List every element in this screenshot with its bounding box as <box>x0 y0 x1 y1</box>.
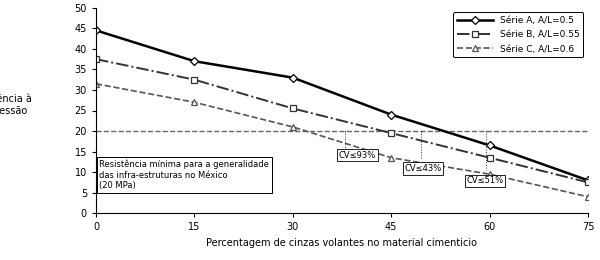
Série C, A/L=0.6 <box>584 195 592 198</box>
Série B, A/L=0.55 <box>584 181 592 184</box>
Série A, A/L=0.5 <box>191 60 198 63</box>
Text: CV≤43%: CV≤43% <box>404 164 442 173</box>
Text: Resistência mínima para a generalidade
das infra-estruturas no México
(20 MPa): Resistência mínima para a generalidade d… <box>99 160 269 190</box>
Série A, A/L=0.5 <box>584 179 592 182</box>
Série B, A/L=0.55 <box>191 78 198 81</box>
Série C, A/L=0.6 <box>191 101 198 104</box>
Line: Série B, A/L=0.55: Série B, A/L=0.55 <box>93 56 591 185</box>
Text: CV≤51%: CV≤51% <box>467 176 504 185</box>
Line: Série C, A/L=0.6: Série C, A/L=0.6 <box>93 81 591 199</box>
Text: Resistência à
Compressão
(MPa): Resistência à Compressão (MPa) <box>0 94 32 127</box>
Série B, A/L=0.55 <box>486 156 493 159</box>
Série C, A/L=0.6 <box>289 125 296 128</box>
Série A, A/L=0.5 <box>388 113 395 116</box>
Série C, A/L=0.6 <box>92 82 100 85</box>
Série C, A/L=0.6 <box>388 156 395 159</box>
Série C, A/L=0.6 <box>486 173 493 176</box>
Série A, A/L=0.5 <box>486 144 493 147</box>
Série B, A/L=0.55 <box>289 107 296 110</box>
Série B, A/L=0.55 <box>388 132 395 135</box>
X-axis label: Percentagem de cinzas volantes no material cimenticio: Percentagem de cinzas volantes no materi… <box>206 238 478 248</box>
Line: Série A, A/L=0.5: Série A, A/L=0.5 <box>93 28 591 183</box>
Legend: Série A, A/L=0.5, Série B, A/L=0.55, Série C, A/L=0.6: Série A, A/L=0.5, Série B, A/L=0.55, Sér… <box>453 12 583 57</box>
Série B, A/L=0.55 <box>92 57 100 61</box>
Série A, A/L=0.5 <box>289 76 296 79</box>
Text: CV≤93%: CV≤93% <box>339 151 376 160</box>
Série A, A/L=0.5 <box>92 29 100 32</box>
